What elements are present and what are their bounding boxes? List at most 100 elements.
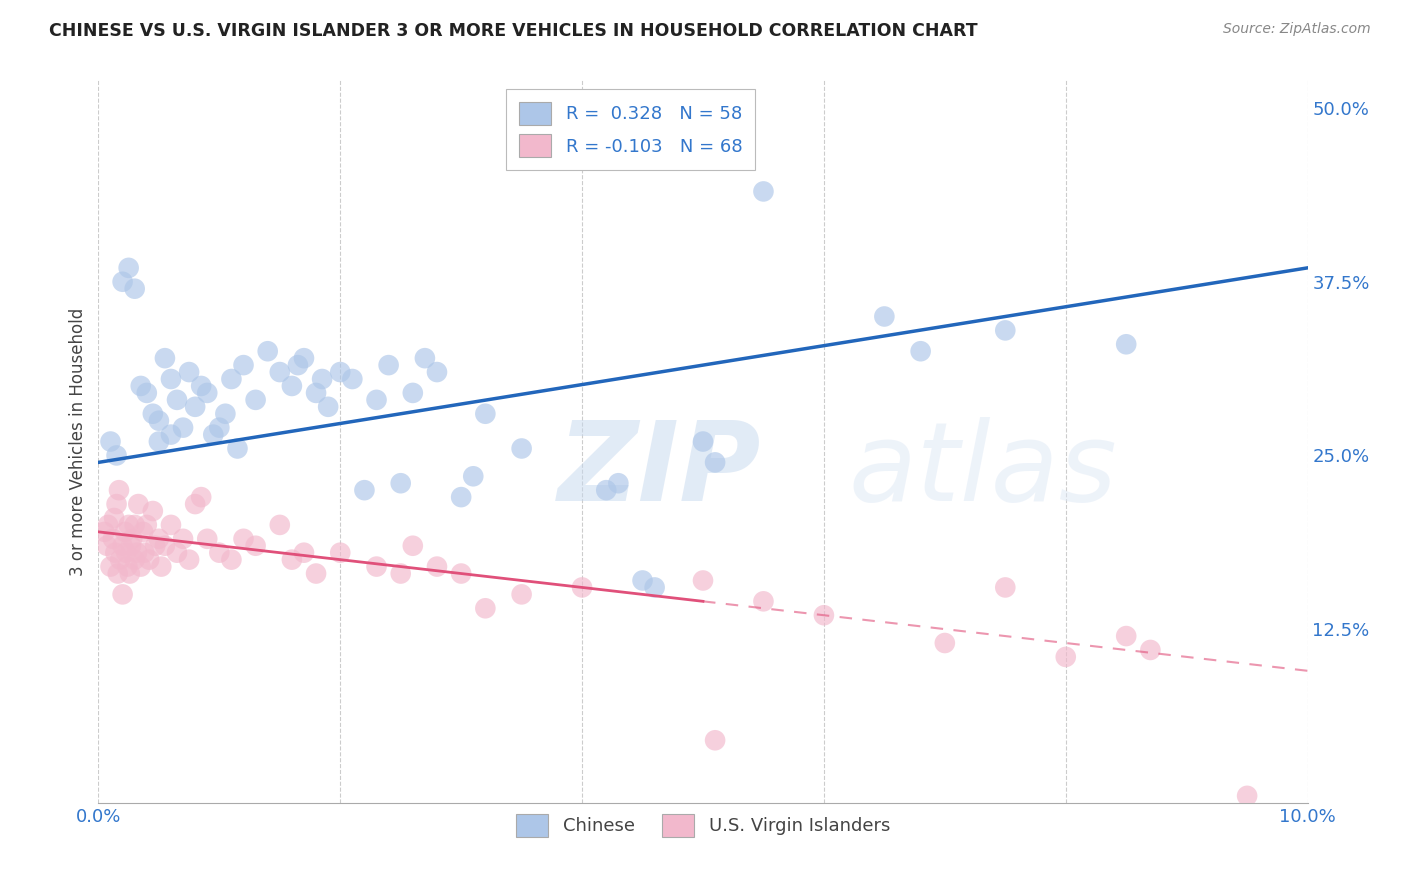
Point <box>111 539 134 553</box>
Point <box>221 552 243 566</box>
Point <box>474 407 496 421</box>
Point <box>184 400 207 414</box>
Point <box>105 449 128 463</box>
Point <box>148 414 170 428</box>
Point <box>120 539 142 553</box>
Point <box>1236 789 1258 803</box>
Point <box>994 323 1017 337</box>
Point <box>208 546 231 560</box>
Point <box>873 310 896 324</box>
Point <box>281 379 304 393</box>
Point <box>96 539 118 553</box>
Point <box>704 455 727 469</box>
Point <box>103 511 125 525</box>
Point <box>101 532 124 546</box>
Point <box>100 559 122 574</box>
Point <box>329 546 352 560</box>
Point <box>108 552 131 566</box>
Point <box>202 427 225 442</box>
Point <box>166 392 188 407</box>
Point <box>329 365 352 379</box>
Point <box>111 587 134 601</box>
Point <box>389 566 412 581</box>
Point <box>160 427 183 442</box>
Point <box>245 392 267 407</box>
Point <box>1115 337 1137 351</box>
Point <box>221 372 243 386</box>
Point <box>142 504 165 518</box>
Point <box>132 524 155 539</box>
Point <box>269 365 291 379</box>
Point <box>93 524 115 539</box>
Point <box>111 275 134 289</box>
Point <box>316 400 339 414</box>
Point <box>752 594 775 608</box>
Point <box>413 351 436 366</box>
Point <box>311 372 333 386</box>
Point <box>245 539 267 553</box>
Point <box>135 385 157 400</box>
Point <box>172 532 194 546</box>
Point <box>108 483 131 498</box>
Point <box>107 566 129 581</box>
Point <box>104 546 127 560</box>
Point <box>195 532 218 546</box>
Point <box>269 517 291 532</box>
Point <box>138 552 160 566</box>
Point <box>100 434 122 449</box>
Text: Source: ZipAtlas.com: Source: ZipAtlas.com <box>1223 22 1371 37</box>
Point <box>571 581 593 595</box>
Point <box>142 407 165 421</box>
Point <box>377 358 399 372</box>
Point <box>127 497 149 511</box>
Point <box>226 442 249 456</box>
Point <box>166 546 188 560</box>
Point <box>117 559 139 574</box>
Point <box>153 539 176 553</box>
Y-axis label: 3 or more Vehicles in Household: 3 or more Vehicles in Household <box>69 308 87 575</box>
Point <box>118 260 141 275</box>
Point <box>474 601 496 615</box>
Point <box>402 385 425 400</box>
Point <box>150 559 173 574</box>
Point <box>305 385 328 400</box>
Point <box>195 385 218 400</box>
Point <box>342 372 364 386</box>
Point <box>184 497 207 511</box>
Point <box>190 379 212 393</box>
Text: CHINESE VS U.S. VIRGIN ISLANDER 3 OR MORE VEHICLES IN HOUSEHOLD CORRELATION CHAR: CHINESE VS U.S. VIRGIN ISLANDER 3 OR MOR… <box>49 22 977 40</box>
Point <box>148 434 170 449</box>
Point <box>402 539 425 553</box>
Point <box>389 476 412 491</box>
Text: ZIP: ZIP <box>558 417 762 524</box>
Point <box>160 372 183 386</box>
Point <box>129 559 152 574</box>
Point <box>426 559 449 574</box>
Point <box>160 517 183 532</box>
Point <box>115 546 138 560</box>
Point <box>118 566 141 581</box>
Point <box>813 608 835 623</box>
Point <box>510 442 533 456</box>
Point <box>305 566 328 581</box>
Point <box>134 546 156 560</box>
Point <box>1139 643 1161 657</box>
Point <box>129 379 152 393</box>
Point <box>208 420 231 434</box>
Point <box>353 483 375 498</box>
Point <box>934 636 956 650</box>
Point <box>910 344 932 359</box>
Point <box>232 358 254 372</box>
Point <box>292 351 315 366</box>
Point <box>214 407 236 421</box>
Point <box>179 552 201 566</box>
Point <box>510 587 533 601</box>
Point <box>190 490 212 504</box>
Point <box>232 532 254 546</box>
Point <box>124 282 146 296</box>
Point <box>994 581 1017 595</box>
Point <box>105 497 128 511</box>
Point <box>97 517 120 532</box>
Point <box>281 552 304 566</box>
Point <box>172 420 194 434</box>
